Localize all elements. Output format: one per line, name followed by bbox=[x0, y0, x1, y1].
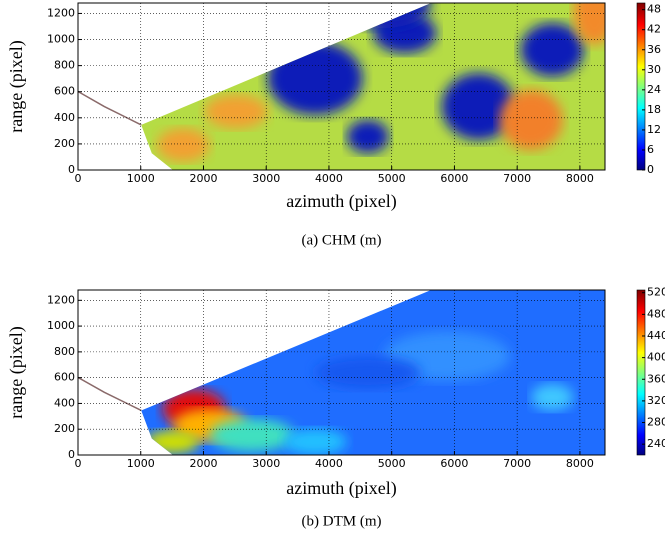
colorbar-tick-label: 0 bbox=[647, 163, 654, 176]
image-patch bbox=[283, 428, 347, 455]
colorbar-tick-label: 30 bbox=[647, 63, 661, 76]
y-tick-label: 1200 bbox=[47, 293, 75, 306]
x-tick-label: 0 bbox=[75, 172, 82, 185]
image-patch bbox=[204, 94, 268, 129]
image-patch bbox=[531, 384, 574, 411]
heatmap-image bbox=[141, 290, 605, 455]
x-tick-label: 4000 bbox=[315, 457, 343, 470]
y-tick-label: 600 bbox=[54, 85, 75, 98]
x-tick-label: 6000 bbox=[440, 172, 468, 185]
image-patch bbox=[157, 128, 210, 162]
track-line bbox=[77, 376, 142, 412]
x-tick-label: 5000 bbox=[378, 172, 406, 185]
heatmap-image bbox=[141, 3, 606, 170]
plot-frame bbox=[77, 289, 606, 456]
x-tick-label: 8000 bbox=[566, 172, 594, 185]
image-patch bbox=[499, 89, 563, 150]
colorbar-tick-label: 12 bbox=[647, 123, 661, 136]
y-tick-label: 1200 bbox=[47, 6, 75, 19]
image-patch bbox=[346, 119, 389, 154]
y-tick-label: 0 bbox=[68, 448, 75, 461]
colorbar-tick-label: 480 bbox=[647, 307, 665, 320]
caption: (a) CHM (m) bbox=[302, 232, 382, 248]
chart: 0 1000 2000 3000 4000 5000 6000 7000 80000200400… bbox=[6, 2, 661, 248]
colorbar bbox=[636, 2, 646, 171]
colorbar-tick-label: 400 bbox=[647, 351, 665, 364]
colorbar-tick-label: 360 bbox=[647, 372, 665, 385]
x-tick-label: 6000 bbox=[440, 457, 468, 470]
x-axis-label: azimuth (pixel) bbox=[286, 478, 396, 499]
x-tick-label: 1000 bbox=[127, 172, 155, 185]
image-patch bbox=[209, 418, 295, 452]
x-tick-label: 8000 bbox=[566, 457, 594, 470]
colorbar-tick-label: 6 bbox=[647, 143, 654, 156]
x-tick-label: 3000 bbox=[252, 172, 280, 185]
image-patch bbox=[315, 356, 421, 389]
colorbar-tick-label: 36 bbox=[647, 43, 661, 56]
y-tick-label: 400 bbox=[54, 111, 75, 124]
plot-frame bbox=[77, 2, 606, 171]
y-tick-label: 1000 bbox=[47, 33, 75, 46]
x-tick-label: 7000 bbox=[503, 172, 531, 185]
x-tick-label: 3000 bbox=[252, 457, 280, 470]
caption: (b) DTM (m) bbox=[302, 513, 382, 529]
colorbar-tick-label: 18 bbox=[647, 103, 661, 116]
x-tick-label: 4000 bbox=[315, 172, 343, 185]
x-tick-label: 7000 bbox=[503, 457, 531, 470]
x-tick-label: 5000 bbox=[378, 457, 406, 470]
y-tick-label: 0 bbox=[68, 163, 75, 176]
y-tick-label: 400 bbox=[54, 396, 75, 409]
y-tick-label: 1000 bbox=[47, 319, 75, 332]
colorbar bbox=[636, 289, 646, 456]
y-tick-label: 200 bbox=[54, 137, 75, 150]
image-patch bbox=[146, 430, 200, 454]
colorbar-tick-label: 42 bbox=[647, 23, 661, 36]
x-tick-label: 0 bbox=[75, 457, 82, 470]
colorbar-tick-label: 280 bbox=[647, 416, 665, 429]
y-tick-label: 800 bbox=[54, 345, 75, 358]
colorbar-tick-label: 440 bbox=[647, 329, 665, 342]
y-tick-label: 200 bbox=[54, 422, 75, 435]
image-patch bbox=[441, 73, 516, 140]
y-tick-label: 600 bbox=[54, 371, 75, 384]
colorbar-tick-label: 240 bbox=[647, 437, 665, 450]
colorbar-tick-label: 320 bbox=[647, 394, 665, 407]
x-tick-label: 1000 bbox=[127, 457, 155, 470]
x-tick-label: 2000 bbox=[189, 172, 217, 185]
y-axis-label: range (pixel) bbox=[6, 326, 27, 418]
x-axis-label: azimuth (pixel) bbox=[286, 191, 396, 212]
image-patch bbox=[520, 23, 584, 77]
colorbar-tick-label: 48 bbox=[647, 3, 661, 16]
image-patch bbox=[267, 41, 363, 115]
y-tick-label: 800 bbox=[54, 59, 75, 72]
colorbar-tick-label: 520 bbox=[647, 286, 665, 299]
track-line bbox=[77, 90, 142, 126]
y-axis-label: range (pixel) bbox=[6, 40, 27, 132]
x-tick-label: 2000 bbox=[189, 457, 217, 470]
chart: 0 1000 2000 3000 4000 5000 6000 7000 8000 0 200 400… bbox=[6, 286, 665, 530]
colorbar-tick-label: 24 bbox=[647, 83, 661, 96]
